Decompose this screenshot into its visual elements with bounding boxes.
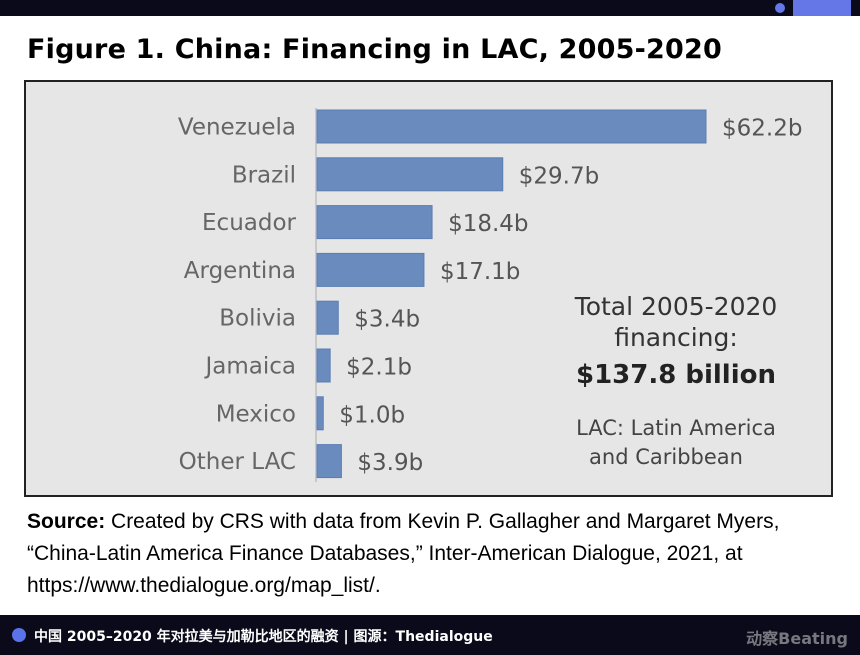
dot-icon	[12, 628, 26, 642]
data-label: $3.9b	[357, 450, 423, 476]
data-label: $62.2b	[722, 116, 802, 142]
chart-panel: Venezuela $62.2b Brazil $29.7b Ecuador $18.4b…	[24, 80, 833, 497]
lac-annotation-line2: and Caribbean	[589, 445, 743, 469]
category-label: Jamaica	[203, 354, 296, 380]
bar-other-lac	[316, 444, 342, 479]
bar-bolivia	[316, 300, 339, 335]
category-label: Venezuela	[178, 115, 296, 141]
data-label: $3.4b	[354, 307, 420, 333]
category-label: Argentina	[184, 258, 296, 284]
footer-bar: 中国 2005–2020 年对拉美与加勒比地区的融资 | 图源：Thedialo…	[0, 615, 860, 655]
bar-venezuela	[316, 109, 707, 144]
total-annotation-line1: Total 2005-2020	[574, 292, 778, 321]
bar-argentina	[316, 252, 425, 287]
total-annotation-value: $137.8 billion	[576, 360, 776, 390]
data-label: $1.0b	[339, 402, 405, 428]
category-label: Ecuador	[202, 210, 297, 236]
category-label: Brazil	[232, 162, 296, 188]
data-label: $2.1b	[346, 355, 412, 381]
data-label: $29.7b	[519, 163, 599, 189]
total-annotation-line2: financing:	[614, 323, 738, 352]
figure-title: Figure 1. China: Financing in LAC, 2005-…	[27, 34, 722, 65]
bar-brazil	[316, 157, 504, 192]
category-label: Bolivia	[219, 306, 296, 332]
data-label: $17.1b	[440, 259, 520, 285]
category-label: Other LAC	[179, 449, 296, 475]
brand-logo: 动察Beating	[746, 629, 848, 648]
accent-block	[793, 0, 851, 16]
bar-mexico	[316, 396, 324, 431]
source-label: Source:	[27, 510, 106, 533]
bar-ecuador	[316, 205, 433, 240]
lac-annotation-line1: LAC: Latin America	[576, 416, 776, 440]
source-text: Created by CRS with data from Kevin P. G…	[27, 510, 780, 597]
data-label: $18.4b	[448, 211, 528, 237]
dot-icon	[775, 3, 785, 13]
bar-jamaica	[316, 348, 331, 383]
bar-chart: Venezuela $62.2b Brazil $29.7b Ecuador $18.4b…	[178, 108, 802, 482]
footer-caption: 中国 2005–2020 年对拉美与加勒比地区的融资 | 图源：Thedialo…	[34, 629, 493, 645]
category-label: Mexico	[216, 401, 296, 427]
source-note: Source: Created by CRS with data from Ke…	[27, 506, 827, 602]
top-bar	[0, 0, 860, 16]
